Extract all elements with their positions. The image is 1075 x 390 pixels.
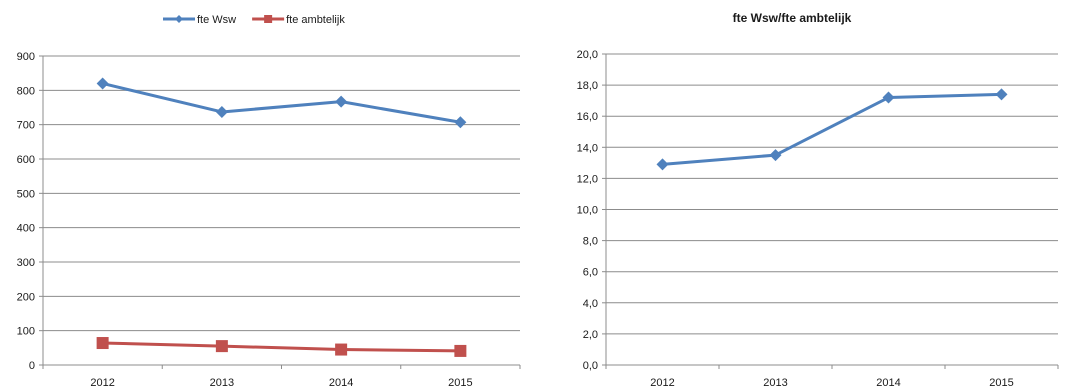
chart-left: 0 100 200 300 400 500 600 700 800 900 2012 2013 2014… [17, 14, 521, 389]
chart-0-legend-label: fte Wsw [197, 14, 236, 26]
chart-0-legend-swatch-marker [264, 15, 273, 23]
chart-0-legend-label: fte ambtelijk [286, 14, 345, 26]
chart-1-y-tick-label: 2,0 [583, 329, 598, 341]
chart-0-series-0-point [215, 105, 228, 118]
chart-0-series-1-line [102, 341, 461, 353]
chart-0-y-tick-label: 400 [17, 223, 35, 235]
chart-0-legend-item: fte ambtelijk [252, 14, 345, 26]
chart-0-series-0-point [454, 116, 467, 129]
chart-0-y-tick-label: 0 [29, 360, 35, 372]
chart-1-series-0-line [662, 92, 1002, 166]
chart-0-legend-item: fte Wsw [163, 14, 236, 26]
chart-1-series-0-point [656, 158, 669, 171]
chart-1-y-tick-label: 18,0 [577, 80, 598, 92]
chart-right: 0,0 2,0 4,0 6,0 8,0 10,0 12,0 14,0 16,0 18,0 20,0 2… [577, 11, 1059, 389]
chart-0-y-tick-label: 600 [17, 154, 35, 166]
chart-1-y-tick-label: 16,0 [577, 111, 598, 123]
chart-1-x-tick-label: 2015 [989, 377, 1013, 389]
chart-1-series-0-point [769, 149, 782, 162]
chart-1-y-tick-label: 4,0 [583, 298, 598, 310]
chart-0-series-1-point [96, 337, 109, 350]
chart-0-y-tick-label: 700 [17, 120, 35, 132]
chart-1-y-tick-label: 14,0 [577, 142, 598, 154]
chart-1-x-tick-label: 2014 [876, 377, 900, 389]
chart-1-y-tick-label: 10,0 [577, 205, 598, 217]
chart-0-series-0-point [96, 77, 109, 90]
chart-0-series-0-line [102, 82, 461, 124]
chart-1-y-tick-label: 12,0 [577, 173, 598, 185]
chart-1-series-0-point [882, 91, 895, 104]
chart-0-y-tick-label: 900 [17, 51, 35, 63]
chart-0-x-tick-label: 2014 [329, 377, 353, 389]
chart-0-x-tick-label: 2013 [210, 377, 234, 389]
chart-0-y-tick-label: 800 [17, 85, 35, 97]
chart-1-y-tick-label: 6,0 [583, 267, 598, 279]
chart-1-title: fte Wsw/fte ambtelijk [733, 11, 852, 25]
chart-1-y-tick-label: 8,0 [583, 236, 598, 248]
chart-0-series-1-point [454, 344, 467, 357]
chart-0-y-tick-label: 300 [17, 257, 35, 269]
chart-0-y-tick-label: 200 [17, 291, 35, 303]
chart-1-y-tick-label: 20,0 [577, 49, 598, 61]
chart-0-x-tick-label: 2015 [448, 377, 472, 389]
chart-0-y-tick-label: 500 [17, 188, 35, 200]
chart-0-series-1-point [335, 343, 348, 356]
chart-0-series-1-point [215, 340, 228, 353]
chart-1-series-0-point [995, 88, 1008, 101]
chart-1-y-tick-label: 0,0 [583, 360, 598, 372]
chart-1-x-tick-label: 2013 [763, 377, 787, 389]
chart-0-x-tick-label: 2012 [90, 377, 114, 389]
chart-0-y-tick-label: 100 [17, 326, 35, 338]
chart-0-series-0-point [335, 95, 348, 108]
chart-1-x-tick-label: 2012 [650, 377, 674, 389]
chart-0-legend-swatch-marker [175, 15, 183, 23]
